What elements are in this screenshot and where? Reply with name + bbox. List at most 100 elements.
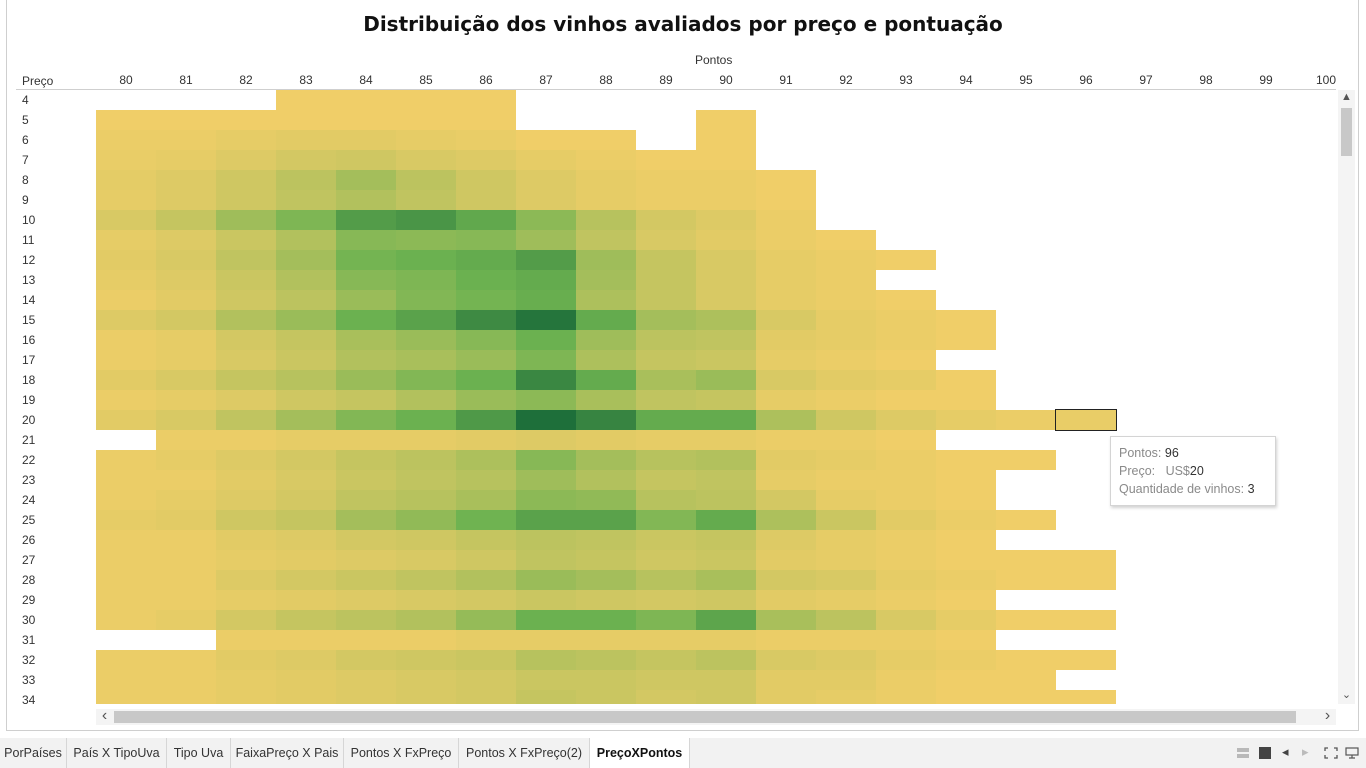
heatmap-cell[interactable] <box>456 650 516 670</box>
heatmap-cell[interactable] <box>396 410 456 430</box>
heatmap-cell[interactable] <box>156 170 216 190</box>
heatmap-cell[interactable] <box>696 110 756 130</box>
heatmap-cell[interactable] <box>996 610 1056 630</box>
heatmap-cell[interactable] <box>96 610 156 630</box>
heatmap-cell[interactable] <box>216 330 276 350</box>
heatmap-cell[interactable] <box>756 690 816 704</box>
tab-por-paises[interactable]: PorPaíses <box>0 738 67 768</box>
heatmap-cell[interactable] <box>396 230 456 250</box>
heatmap-cell[interactable] <box>516 390 576 410</box>
heatmap-cell[interactable] <box>156 610 216 630</box>
heatmap-cell[interactable] <box>336 150 396 170</box>
tab-pais-x-tipouva[interactable]: País X TipoUva <box>67 738 167 768</box>
heatmap-cell[interactable] <box>396 390 456 410</box>
heatmap-cell[interactable] <box>576 390 636 410</box>
heatmap-cell[interactable] <box>396 670 456 690</box>
heatmap-cell[interactable] <box>276 350 336 370</box>
heatmap-cell[interactable] <box>276 490 336 510</box>
heatmap-cell[interactable] <box>516 570 576 590</box>
heatmap-cell[interactable] <box>636 670 696 690</box>
heatmap-cell[interactable] <box>636 430 696 450</box>
heatmap-cell[interactable] <box>756 470 816 490</box>
heatmap-cell[interactable] <box>216 210 276 230</box>
heatmap-cell[interactable] <box>156 130 216 150</box>
heatmap-cell[interactable] <box>1056 570 1116 590</box>
heatmap-cell[interactable] <box>156 470 216 490</box>
heatmap-cell[interactable] <box>696 250 756 270</box>
heatmap-cell[interactable] <box>156 430 216 450</box>
heatmap-cell[interactable] <box>96 570 156 590</box>
heatmap-cell[interactable] <box>816 250 876 270</box>
heatmap-cell[interactable] <box>216 110 276 130</box>
heatmap-cell[interactable] <box>456 390 516 410</box>
heatmap-cell[interactable] <box>636 690 696 704</box>
heatmap-cell[interactable] <box>456 90 516 110</box>
heatmap-cell[interactable] <box>876 610 936 630</box>
heatmap-cell[interactable] <box>636 150 696 170</box>
heatmap-cell[interactable] <box>636 390 696 410</box>
heatmap-cell[interactable] <box>396 130 456 150</box>
heatmap-cell[interactable] <box>396 330 456 350</box>
heatmap-cell[interactable] <box>516 150 576 170</box>
tab-pontos-x-fxpreco[interactable]: Pontos X FxPreço <box>344 738 459 768</box>
heatmap-cell[interactable] <box>396 370 456 390</box>
heatmap-cell[interactable] <box>456 170 516 190</box>
heatmap-cell[interactable] <box>696 630 756 650</box>
heatmap-cell[interactable] <box>816 390 876 410</box>
heatmap-cell[interactable] <box>216 150 276 170</box>
heatmap-cell[interactable] <box>276 270 336 290</box>
heatmap-cell[interactable] <box>516 590 576 610</box>
heatmap-cell[interactable] <box>576 170 636 190</box>
heatmap-cell[interactable] <box>816 510 876 530</box>
heatmap-cell[interactable] <box>936 670 996 690</box>
heatmap-cell[interactable] <box>96 590 156 610</box>
heatmap-cell[interactable] <box>456 350 516 370</box>
heatmap-cell[interactable] <box>156 510 216 530</box>
heatmap-cell[interactable] <box>396 250 456 270</box>
heatmap-cell[interactable] <box>396 650 456 670</box>
heatmap-cell[interactable] <box>696 570 756 590</box>
heatmap-cell[interactable] <box>516 650 576 670</box>
heatmap-cell[interactable] <box>996 670 1056 690</box>
heatmap-cell[interactable] <box>756 650 816 670</box>
heatmap-cell[interactable] <box>336 110 396 130</box>
heatmap-cell[interactable] <box>756 590 816 610</box>
heatmap-cell[interactable] <box>756 270 816 290</box>
heatmap-cell[interactable] <box>96 470 156 490</box>
heatmap-cell[interactable] <box>96 190 156 210</box>
scroll-right-icon[interactable]: › <box>1324 707 1331 724</box>
heatmap-cell[interactable] <box>336 170 396 190</box>
heatmap-cell[interactable] <box>696 290 756 310</box>
heatmap-cell[interactable] <box>996 550 1056 570</box>
tab-pontos-x-fxpreco-2[interactable]: Pontos X FxPreço(2) <box>459 738 590 768</box>
heatmap-cell[interactable] <box>936 310 996 330</box>
heatmap-cell[interactable] <box>696 610 756 630</box>
heatmap-cell[interactable] <box>276 550 336 570</box>
heatmap-cell[interactable] <box>636 470 696 490</box>
heatmap-cell[interactable] <box>156 410 216 430</box>
heatmap-cell[interactable] <box>936 370 996 390</box>
heatmap-cell[interactable] <box>636 450 696 470</box>
heatmap-cell[interactable] <box>396 170 456 190</box>
heatmap-cell[interactable] <box>516 450 576 470</box>
heatmap-cell[interactable] <box>756 430 816 450</box>
heatmap-cell[interactable] <box>936 610 996 630</box>
heatmap-cell[interactable] <box>756 610 816 630</box>
heatmap-cell[interactable] <box>456 150 516 170</box>
heatmap-cell[interactable] <box>576 550 636 570</box>
heatmap-cell[interactable] <box>516 430 576 450</box>
heatmap-cell[interactable] <box>996 690 1056 704</box>
heatmap-cell[interactable] <box>516 670 576 690</box>
heatmap-cell[interactable] <box>156 570 216 590</box>
heatmap-cell[interactable] <box>96 110 156 130</box>
heatmap-cell[interactable] <box>816 430 876 450</box>
heatmap-cell[interactable] <box>276 410 336 430</box>
heatmap-cell[interactable] <box>696 210 756 230</box>
heatmap-cell[interactable] <box>696 350 756 370</box>
heatmap-cell[interactable] <box>636 210 696 230</box>
heatmap-cell[interactable] <box>96 270 156 290</box>
heatmap-cell[interactable] <box>396 310 456 330</box>
heatmap-cell[interactable] <box>156 250 216 270</box>
heatmap-cell[interactable] <box>936 450 996 470</box>
heatmap-cell[interactable] <box>276 510 336 530</box>
